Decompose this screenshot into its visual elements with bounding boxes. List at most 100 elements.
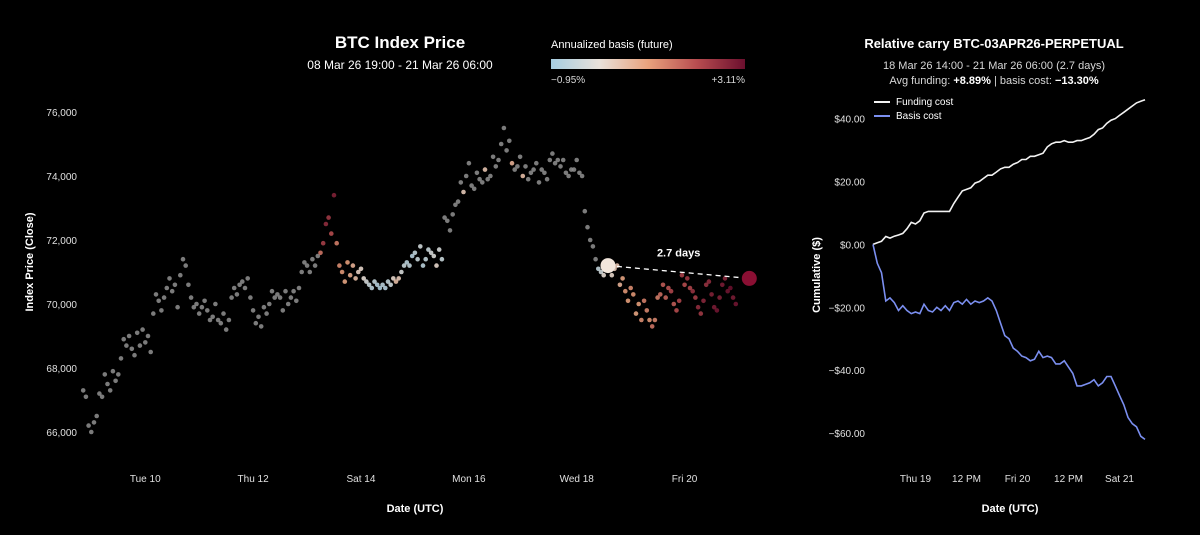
scatter-point	[587, 237, 593, 243]
scatter-point	[167, 276, 172, 281]
scatter-point	[385, 279, 391, 284]
scatter-point	[426, 247, 431, 252]
scatter-point	[391, 276, 396, 281]
scatter-point	[80, 388, 86, 393]
scatter-point	[221, 311, 226, 316]
scatter-point	[272, 295, 278, 300]
scatter-point	[566, 173, 571, 179]
scatter-point	[563, 170, 569, 176]
scatter-point	[552, 160, 558, 166]
right-x-tick-label: Sat 21	[1105, 474, 1134, 485]
scatter-point	[420, 263, 426, 268]
scatter-point	[183, 263, 188, 268]
left-y-tick-label: 68,000	[46, 364, 77, 375]
scatter-point	[264, 311, 269, 316]
scatter-point	[560, 157, 566, 163]
right-legend: Funding cost Basis cost	[874, 97, 953, 122]
scatter-point	[134, 330, 140, 336]
scatter-point	[431, 253, 437, 259]
scatter-point	[337, 263, 342, 268]
scatter-point	[369, 285, 375, 291]
scatter-point	[240, 279, 245, 284]
scatter-point	[596, 266, 601, 272]
left-subtitle: 08 Mar 26 19:00 - 21 Mar 26 06:00	[307, 58, 493, 72]
scatter-point	[682, 282, 687, 288]
right-x-label: Date (UTC)	[982, 503, 1039, 515]
scatter-point	[339, 269, 345, 275]
scatter-point	[477, 176, 482, 182]
scatter-point	[302, 260, 307, 265]
scatter-point	[83, 394, 89, 400]
scatter-point	[709, 292, 714, 297]
scatter-point	[730, 295, 736, 300]
scatter-point	[450, 212, 456, 217]
scatter-point	[714, 308, 720, 313]
scatter-point	[577, 170, 582, 176]
scatter-point	[353, 276, 358, 281]
left-chart: BTC Index Price 08 Mar 26 19:00 - 21 Mar…	[24, 33, 757, 515]
scatter-point	[129, 346, 135, 352]
annotation-start-marker	[600, 258, 616, 274]
scatter-point	[542, 170, 547, 176]
scatter-point	[215, 317, 221, 323]
scatter-point	[377, 285, 383, 291]
scatter-point	[706, 279, 712, 284]
scatter-point	[393, 279, 399, 284]
scatter-point	[582, 208, 588, 214]
right-y-tick-label: $0.00	[840, 240, 865, 251]
scatter-point	[89, 429, 94, 435]
scatter-point	[685, 276, 690, 281]
scatter-point	[528, 170, 534, 176]
scatter-point	[399, 269, 404, 275]
scatter-point	[474, 170, 480, 176]
scatter-point	[102, 372, 108, 377]
scatter-point	[361, 276, 367, 281]
scatter-point	[151, 311, 156, 316]
scatter-point	[256, 314, 261, 320]
scatter-point	[342, 279, 348, 284]
scatter-point	[275, 292, 280, 297]
scatter-point	[639, 317, 644, 323]
right-subtitle: 18 Mar 26 14:00 - 21 Mar 26 06:00 (2.7 d…	[883, 60, 1105, 72]
scatter-point	[226, 317, 232, 323]
scatter-point	[679, 272, 685, 278]
scatter-point	[194, 301, 199, 307]
scatter-point	[485, 176, 491, 182]
scatter-point	[404, 260, 410, 265]
scatter-point	[711, 304, 717, 310]
right-chart: Relative carry BTC-03APR26-PERPETUAL 18 …	[811, 36, 1146, 515]
scatter-point	[169, 288, 175, 294]
scatter-point	[663, 295, 668, 300]
scatter-point	[116, 372, 121, 377]
scatter-point	[172, 282, 178, 288]
scatter-point	[539, 167, 544, 172]
scatter-point	[652, 317, 658, 323]
scatter-point	[695, 304, 701, 310]
scatter-point	[113, 378, 118, 384]
scatter-point	[641, 298, 647, 304]
scatter-point	[442, 215, 447, 220]
scatter-point	[283, 288, 288, 294]
scatter-point	[676, 298, 682, 304]
scatter-point	[310, 256, 315, 262]
colorbar-min-label: −0.95%	[551, 75, 585, 86]
legend-label-funding: Funding cost	[896, 97, 953, 108]
scatter-point	[191, 304, 197, 310]
scatter-point	[213, 301, 218, 307]
left-x-tick-label: Tue 10	[130, 474, 161, 485]
left-x-tick-label: Sat 14	[347, 474, 376, 485]
scatter-point	[531, 167, 536, 172]
scatter-point	[383, 285, 388, 291]
scatter-point	[620, 276, 625, 281]
scatter-point	[418, 244, 423, 249]
scatter-point	[733, 301, 739, 307]
left-y-tick-label: 66,000	[46, 428, 77, 439]
scatter-point	[140, 327, 145, 332]
scatter-point	[409, 253, 415, 259]
scatter-point	[326, 215, 331, 220]
scatter-point	[434, 263, 439, 268]
scatter-point	[555, 157, 561, 163]
scatter-point	[186, 282, 191, 288]
scatter-point	[323, 221, 329, 227]
